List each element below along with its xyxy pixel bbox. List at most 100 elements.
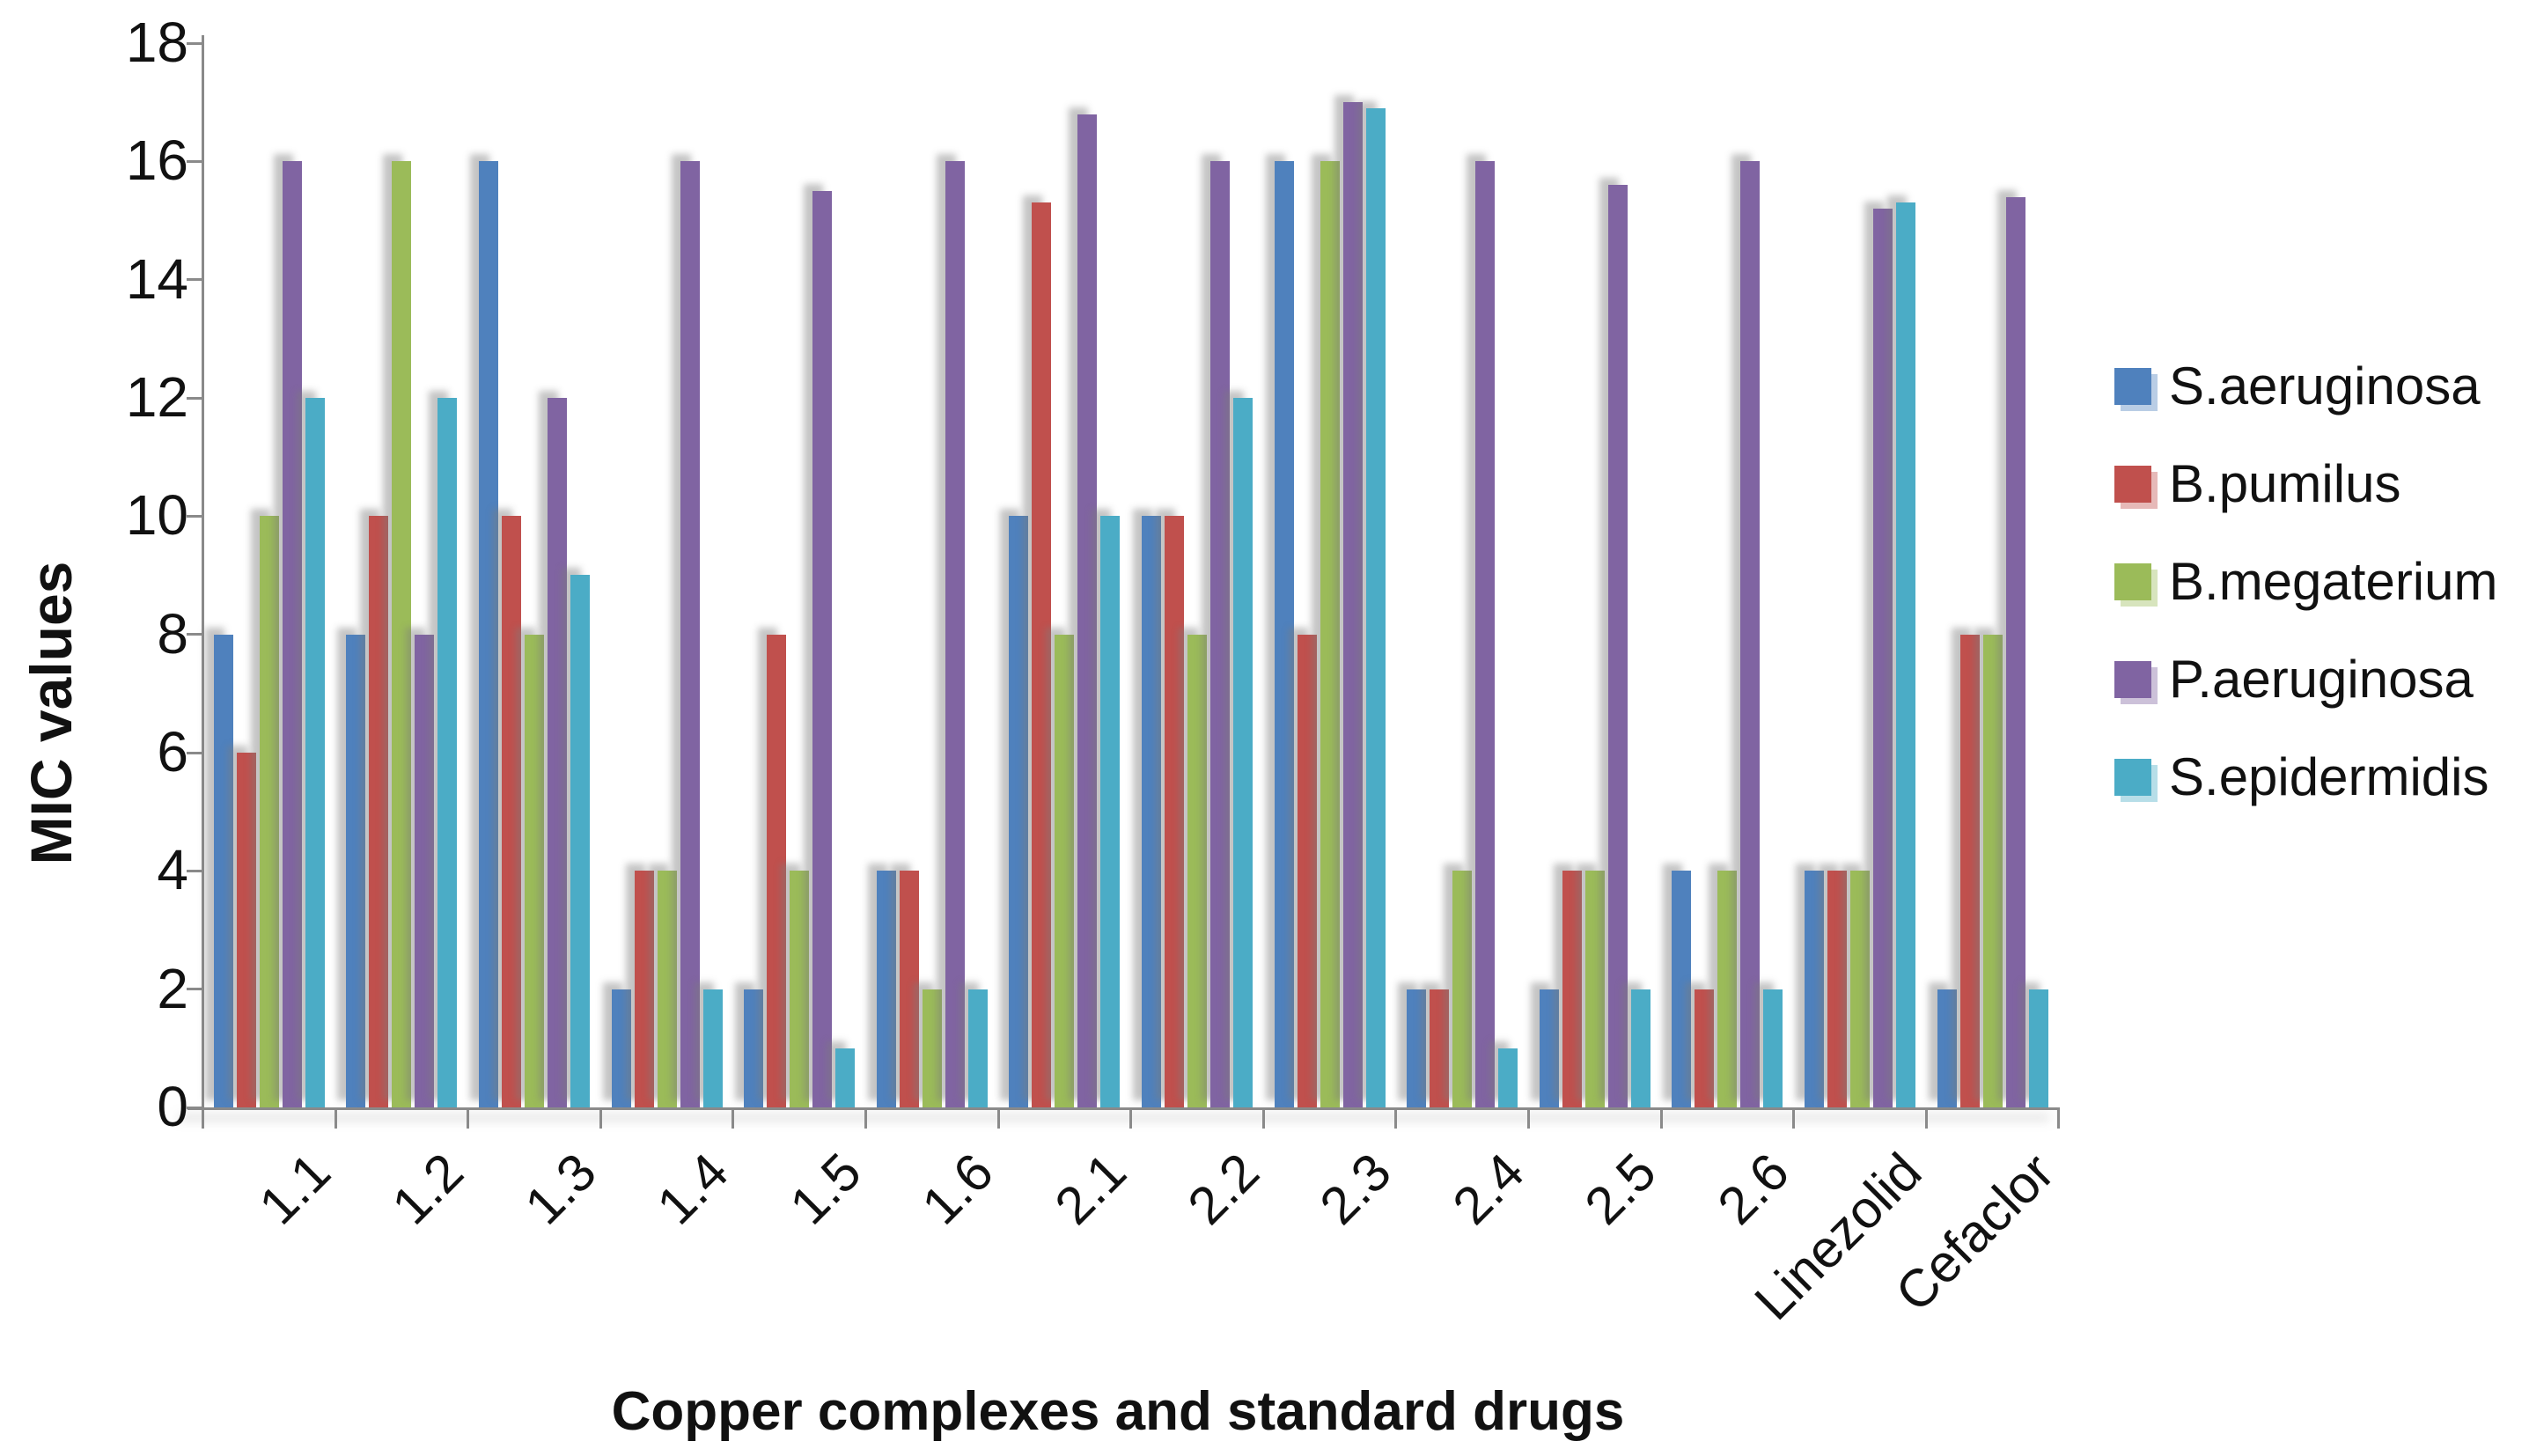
bar-S.epidermidis-Cefaclor [2028, 989, 2048, 1107]
y-axis-tick-10 [186, 514, 202, 518]
bar-P.aeruginosa-1.3 [548, 398, 567, 1107]
bar-group-2.3 [1274, 102, 1386, 1107]
bar-B.pumilus-2.2 [1165, 516, 1184, 1107]
x-category-label-2.3: 2.3 [1308, 1142, 1403, 1236]
bar-B.pumilus-1.2 [369, 516, 389, 1107]
y-tick-label-16: 16 [125, 129, 188, 193]
x-category-label-1.3: 1.3 [513, 1142, 607, 1236]
bar-S.aeruginosa-2.5 [1539, 989, 1559, 1107]
bar-S.aeruginosa-1.2 [346, 635, 366, 1107]
y-axis-tick-2 [186, 988, 202, 991]
bar-group-1.1 [213, 161, 325, 1107]
bar-B.pumilus-1.4 [634, 871, 654, 1107]
bar-S.epidermidis-2.4 [1498, 1048, 1518, 1107]
y-axis-tick-18 [186, 41, 202, 45]
y-tick-label-18: 18 [125, 11, 188, 74]
x-category-label-2.4: 2.4 [1441, 1142, 1535, 1236]
bar-P.aeruginosa-2.1 [1077, 114, 1098, 1107]
bar-B.megaterium-1.2 [392, 161, 412, 1107]
legend-swatch-icon [2114, 563, 2151, 600]
bar-P.aeruginosa-2.4 [1475, 161, 1496, 1107]
bar-S.epidermidis-2.5 [1630, 989, 1650, 1107]
bar-S.epidermidis-Linezolid [1896, 202, 1915, 1107]
bar-S.epidermidis-1.3 [570, 575, 590, 1107]
x-axis-tick-2 [467, 1107, 470, 1129]
bar-S.epidermidis-2.6 [1763, 989, 1783, 1107]
bar-P.aeruginosa-2.2 [1210, 161, 1230, 1107]
bar-B.pumilus-1.1 [236, 753, 256, 1107]
bar-S.aeruginosa-2.1 [1009, 516, 1029, 1107]
x-category-label-1.4: 1.4 [645, 1142, 740, 1236]
legend-label: B.megaterium [2169, 552, 2498, 611]
bar-B.pumilus-2.5 [1562, 871, 1582, 1107]
y-tick-label-8: 8 [157, 601, 188, 665]
bar-P.aeruginosa-1.5 [812, 191, 833, 1107]
bar-B.megaterium-1.6 [922, 989, 942, 1107]
bar-S.aeruginosa-1.1 [213, 635, 233, 1107]
legend: S.aeruginosa B.pumilus B.megaterium P.aerug… [2114, 359, 2497, 805]
bar-B.pumilus-1.6 [899, 871, 919, 1107]
y-tick-label-2: 2 [157, 956, 188, 1020]
x-category-label-1.5: 1.5 [778, 1142, 872, 1236]
bar-B.megaterium-Cefaclor [1982, 635, 2003, 1107]
bar-B.pumilus-Cefaclor [1959, 635, 1980, 1107]
legend-item-S.epidermidis: S.epidermidis [2114, 750, 2497, 805]
bar-P.aeruginosa-2.5 [1607, 185, 1628, 1107]
legend-swatch-icon [2114, 759, 2151, 796]
legend-item-S.aeruginosa: S.aeruginosa [2114, 359, 2497, 414]
x-axis-tick-0 [202, 1107, 204, 1129]
x-axis-tick-8 [1261, 1107, 1265, 1129]
y-axis-tick-8 [186, 633, 202, 636]
y-axis-tick-12 [186, 396, 202, 400]
bar-group-1.4 [611, 161, 723, 1107]
bar-B.megaterium-1.3 [525, 635, 544, 1107]
y-tick-label-10: 10 [125, 483, 188, 548]
x-axis-tick-1 [334, 1107, 337, 1129]
bar-B.megaterium-2.6 [1717, 871, 1738, 1107]
bar-P.aeruginosa-2.3 [1342, 102, 1363, 1107]
bar-group-1.6 [876, 161, 988, 1107]
bar-B.megaterium-1.5 [790, 871, 810, 1107]
bar-S.aeruginosa-1.6 [876, 871, 896, 1107]
bar-S.epidermidis-2.1 [1100, 516, 1121, 1107]
bar-B.megaterium-2.3 [1320, 161, 1340, 1107]
x-category-label-1.1: 1.1 [247, 1142, 342, 1236]
y-tick-label-0: 0 [157, 1075, 188, 1138]
legend-item-B.pumilus: B.pumilus [2114, 457, 2497, 511]
bar-B.pumilus-2.4 [1430, 989, 1450, 1107]
x-axis-tick-3 [599, 1107, 602, 1129]
x-axis-tick-11 [1659, 1107, 1663, 1129]
legend-item-B.megaterium: B.megaterium [2114, 555, 2497, 609]
x-axis-line [187, 1107, 2058, 1110]
bar-S.aeruginosa-2.6 [1672, 871, 1692, 1107]
x-axis-title: Copper complexes and standard drugs [611, 1381, 1625, 1442]
bar-P.aeruginosa-Linezolid [1873, 209, 1893, 1107]
bar-S.aeruginosa-1.5 [744, 989, 764, 1107]
y-axis-tick-14 [186, 278, 202, 282]
bar-B.pumilus-2.3 [1297, 635, 1317, 1107]
x-category-label-1.2: 1.2 [380, 1142, 474, 1236]
bar-B.megaterium-2.4 [1452, 871, 1473, 1107]
bar-B.megaterium-2.2 [1187, 635, 1207, 1107]
bar-S.epidermidis-1.2 [437, 398, 458, 1107]
x-axis-tick-12 [1792, 1107, 1796, 1129]
legend-label: S.aeruginosa [2169, 357, 2481, 415]
y-axis-tick-16 [186, 159, 202, 163]
bar-B.megaterium-2.5 [1584, 871, 1605, 1107]
bar-S.epidermidis-1.5 [835, 1048, 856, 1107]
bar-group-2.6 [1672, 161, 1783, 1107]
bar-P.aeruginosa-1.4 [680, 161, 700, 1107]
bar-S.epidermidis-2.3 [1365, 108, 1386, 1107]
y-tick-label-12: 12 [125, 365, 188, 429]
bar-group-2.2 [1142, 161, 1253, 1107]
x-axis-tick-7 [1129, 1107, 1133, 1129]
legend-swatch-icon [2114, 368, 2151, 405]
legend-label: S.epidermidis [2169, 747, 2489, 806]
y-axis-tick-6 [186, 751, 202, 754]
bar-S.aeruginosa-1.3 [479, 161, 498, 1107]
bar-group-1.2 [346, 161, 458, 1107]
bar-B.pumilus-2.6 [1695, 989, 1715, 1107]
legend-label: B.pumilus [2169, 454, 2401, 513]
x-axis-tick-4 [731, 1107, 735, 1129]
bar-S.aeruginosa-2.2 [1142, 516, 1161, 1107]
